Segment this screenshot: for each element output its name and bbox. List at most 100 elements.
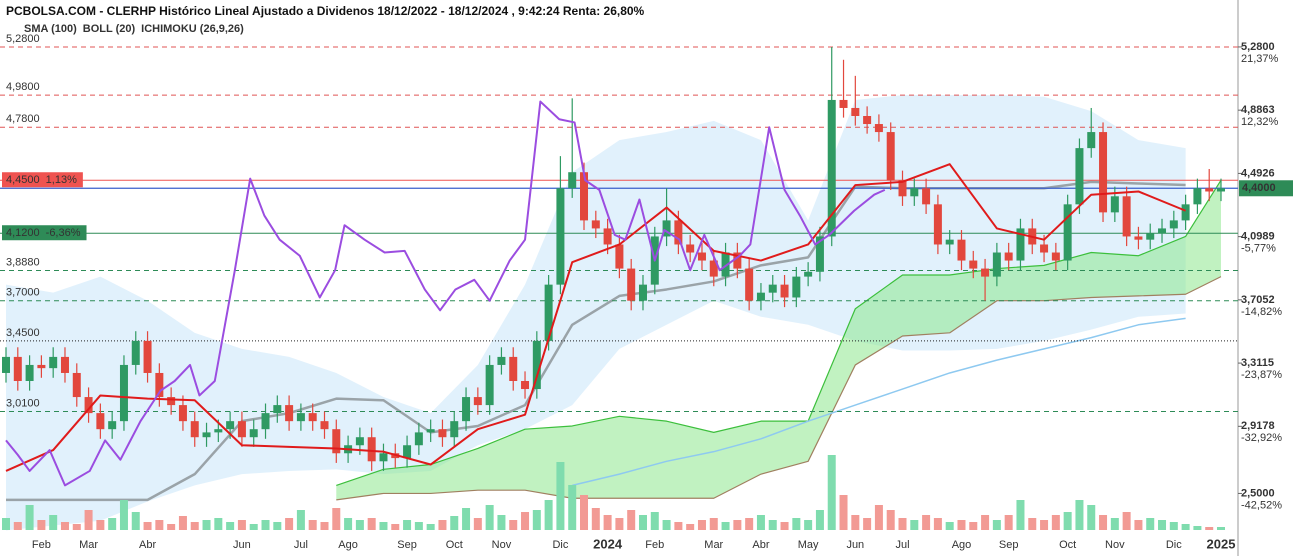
- volume-bar: [72, 524, 81, 530]
- sma-line: [572, 317, 1186, 487]
- candle-body: [792, 276, 801, 298]
- x-tick-label: Dic: [552, 539, 568, 551]
- volume-bar: [886, 510, 895, 530]
- candle-body: [167, 397, 176, 406]
- volume-bar: [426, 524, 435, 530]
- candle-body: [874, 124, 883, 133]
- x-tick-label: Ago: [952, 539, 972, 551]
- right-tick-pct: -32,92%: [1241, 432, 1282, 444]
- x-tick-label: Jul: [294, 539, 308, 551]
- volume-bar: [1146, 518, 1155, 530]
- volume-bar: [497, 515, 506, 530]
- volume-bar: [768, 520, 777, 530]
- candle-body: [556, 188, 565, 285]
- candle-body: [957, 239, 966, 261]
- candle-body: [627, 268, 636, 301]
- candle-body: [60, 356, 69, 373]
- volume-bar: [202, 520, 211, 530]
- volume-bar: [792, 518, 801, 530]
- legend-entry: BOLL (20): [83, 23, 136, 35]
- volume-bar: [2, 518, 10, 530]
- volume-bar: [863, 518, 872, 530]
- candle-body: [815, 236, 824, 272]
- candle-body: [320, 421, 329, 430]
- candle-body: [237, 421, 246, 438]
- candle-body: [933, 204, 942, 245]
- volume-bar: [521, 512, 530, 530]
- candle-body: [521, 381, 530, 390]
- volume-bar: [1122, 512, 1131, 530]
- candle-body: [1004, 252, 1013, 261]
- right-tick-pct: 21,37%: [1241, 53, 1279, 65]
- volume-bar: [332, 508, 341, 530]
- right-tick-label: 4,4926: [1241, 167, 1275, 179]
- volume-bar: [650, 512, 659, 530]
- volume-bar: [485, 505, 494, 530]
- volume-bar: [969, 522, 978, 530]
- candle-body: [1063, 204, 1072, 261]
- x-tick-label: 2024: [593, 536, 623, 551]
- level-note: -6,36%: [46, 227, 81, 239]
- volume-bar: [827, 455, 836, 530]
- volume-bar: [686, 524, 695, 530]
- x-tick-label: 2025: [1207, 536, 1236, 551]
- volume-bar: [119, 500, 128, 530]
- x-tick-label: Ago: [338, 539, 358, 551]
- volume-bar: [450, 516, 459, 530]
- candle-body: [1016, 228, 1025, 261]
- candle-body: [13, 356, 22, 381]
- candle-body: [662, 220, 671, 237]
- candle-body: [214, 429, 223, 433]
- volume-bar: [261, 520, 270, 530]
- volume-bar: [49, 515, 58, 530]
- candle-body: [1051, 252, 1060, 261]
- oscillator-line: [5, 100, 886, 487]
- volume-bar: [981, 515, 990, 530]
- candle-body: [509, 356, 518, 381]
- volume-bar: [1028, 518, 1037, 530]
- volume-bar: [320, 522, 329, 530]
- x-tick-label: Abr: [139, 539, 156, 551]
- volume-bar: [709, 518, 718, 530]
- volume-bar: [933, 518, 942, 530]
- x-tick-label: Sep: [397, 539, 417, 551]
- volume-bar: [344, 518, 353, 530]
- volume-bar: [296, 510, 305, 530]
- x-tick-label: Mar: [79, 539, 98, 551]
- volume-bar: [544, 500, 553, 530]
- volume-bar: [37, 520, 46, 530]
- candle-body: [591, 220, 600, 229]
- volume-bar: [143, 522, 152, 530]
- candle-body: [1217, 188, 1225, 192]
- x-tick-label: Oct: [1059, 539, 1076, 551]
- x-tick-label: Jun: [846, 539, 864, 551]
- candle-body: [580, 172, 589, 221]
- volume-bar: [214, 518, 223, 530]
- volume-bar: [1099, 515, 1108, 530]
- candle-body: [438, 429, 447, 438]
- candle-body: [780, 284, 789, 298]
- volume-bar: [839, 495, 848, 530]
- candle-body: [485, 364, 494, 406]
- candle-body: [910, 188, 919, 197]
- candle-body: [568, 172, 577, 189]
- volume-bar: [745, 518, 754, 530]
- right-tick-label: 3,3115: [1241, 357, 1274, 369]
- volume-bar: [379, 522, 388, 530]
- right-tick-pct: -23,87%: [1241, 369, 1282, 381]
- level-label: 3,4500: [6, 327, 40, 339]
- volume-bar: [1217, 527, 1225, 530]
- level-label: 4,1200: [6, 227, 40, 239]
- level-box: [2, 172, 83, 188]
- candle-body: [72, 372, 81, 398]
- candle-body: [273, 405, 282, 414]
- candle-body: [25, 364, 34, 381]
- candle-body: [155, 372, 164, 398]
- candle-body: [697, 252, 706, 261]
- volume-bar: [108, 518, 117, 530]
- volume-bar: [1181, 524, 1190, 530]
- candle-body: [131, 340, 140, 365]
- volume-bar: [945, 522, 954, 530]
- right-tick-label: 4,8863: [1241, 104, 1275, 116]
- candle-body: [178, 405, 187, 422]
